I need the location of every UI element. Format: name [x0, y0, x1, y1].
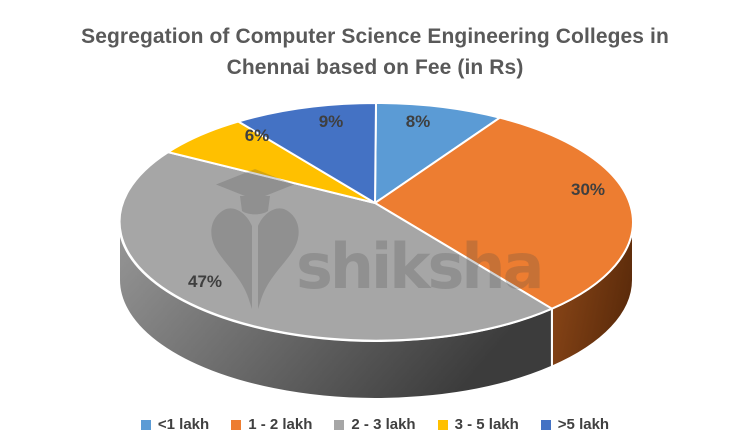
chart-legend: <1 lakh 1 - 2 lakh 2 - 3 lakh 3 - 5 lakh… — [0, 416, 750, 433]
legend-item: <1 lakh — [140, 416, 210, 433]
legend-swatch-icon — [540, 419, 551, 430]
watermark-text: shiksha — [296, 230, 541, 303]
slice-percent-label: 8% — [406, 112, 431, 131]
slice-percent-label: 6% — [245, 126, 270, 145]
slice-percent-label: 9% — [319, 112, 344, 131]
legend-label: 3 - 5 lakh — [454, 416, 519, 433]
legend-swatch-icon — [437, 419, 448, 430]
legend-swatch-icon — [334, 419, 345, 430]
legend-item: >5 lakh — [540, 416, 610, 433]
legend-label: >5 lakh — [557, 416, 610, 433]
legend-swatch-icon — [140, 419, 151, 430]
pie-slice — [374, 101, 501, 204]
legend-label: 1 - 2 lakh — [248, 416, 313, 433]
slice-percent-label: 47% — [188, 272, 222, 291]
legend-item: 2 - 3 lakh — [334, 416, 416, 433]
legend-item: 1 - 2 lakh — [231, 416, 312, 433]
pie-slice — [237, 101, 377, 204]
legend-label: 2 - 3 lakh — [351, 416, 416, 433]
legend-swatch-icon — [231, 419, 242, 430]
chart-title-line1: Segregation of Computer Science Engineer… — [81, 25, 669, 48]
slice-percent-label: 30% — [571, 180, 605, 199]
shiksha-watermark: shiksha — [211, 169, 544, 309]
pie-slice — [118, 151, 553, 342]
chart-title: Segregation of Computer Science Engineer… — [0, 21, 750, 83]
pie-slices-group: 8% 30% 47% 6% 9% — [118, 101, 634, 400]
legend-item: 3 - 5 lakh — [437, 416, 519, 433]
pie-slice — [374, 116, 634, 310]
graduation-cap-icon — [216, 169, 294, 215]
chart-title-line2: Chennai based on Fee (in Rs) — [226, 56, 524, 79]
pen-nib-icon — [211, 208, 299, 309]
legend-label: <1 lakh — [157, 416, 210, 433]
